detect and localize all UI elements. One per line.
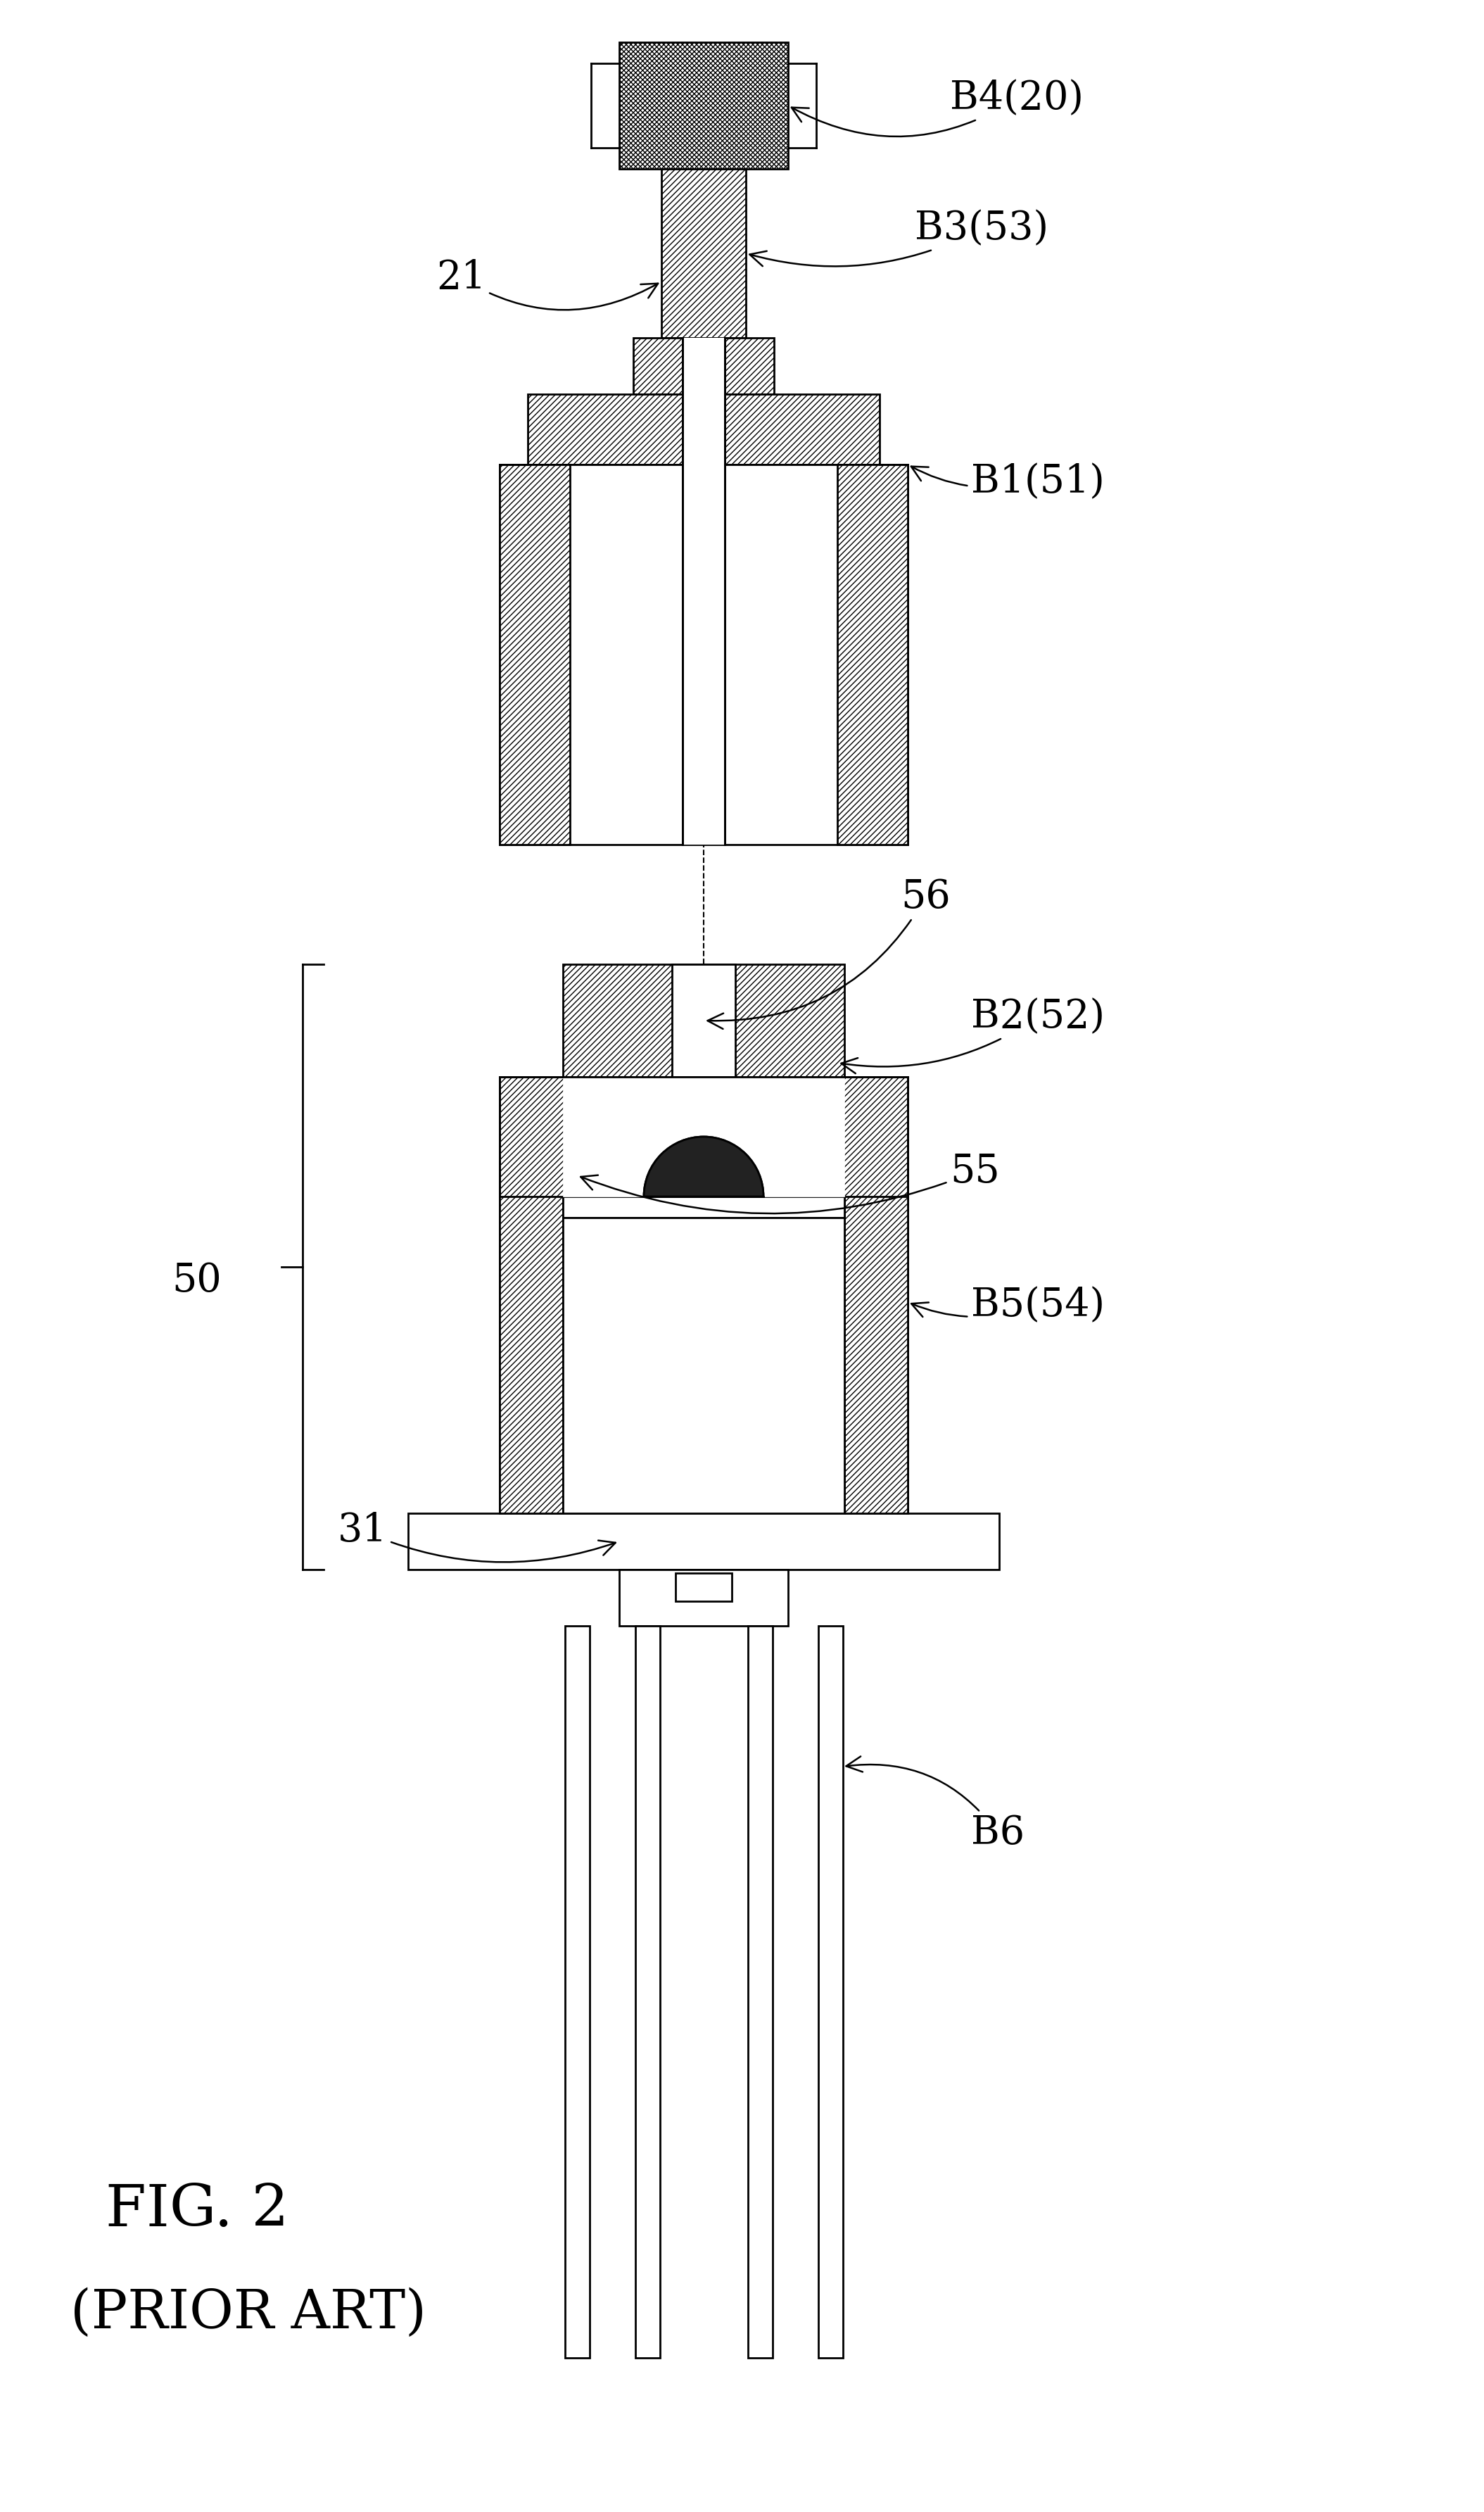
Bar	[619, 43, 788, 168]
Bar	[565, 1625, 589, 2359]
Bar	[500, 1078, 908, 1196]
Bar	[683, 337, 724, 844]
Text: B6: B6	[846, 1756, 1024, 1851]
Text: 21: 21	[436, 259, 657, 309]
Text: B1(51): B1(51)	[911, 462, 1104, 500]
Bar	[500, 1161, 908, 1512]
Text: 31: 31	[338, 1512, 616, 1562]
Bar	[619, 1570, 788, 1625]
Text: 50: 50	[172, 1261, 223, 1301]
Bar	[634, 337, 775, 394]
Bar	[662, 168, 746, 337]
Bar	[675, 1573, 732, 1600]
Wedge shape	[644, 1138, 763, 1196]
Text: 56: 56	[708, 877, 950, 1030]
Bar	[562, 1078, 844, 1196]
Bar	[500, 465, 908, 844]
Bar	[528, 394, 880, 465]
Bar	[635, 1625, 660, 2359]
Text: B2(52): B2(52)	[841, 997, 1104, 1073]
Bar	[562, 1161, 844, 1218]
Text: B4(20): B4(20)	[791, 78, 1083, 136]
Bar	[748, 1625, 773, 2359]
Text: (PRIOR ART): (PRIOR ART)	[70, 2288, 426, 2339]
Text: 55: 55	[580, 1153, 1000, 1213]
Bar	[500, 465, 570, 844]
Bar	[837, 465, 908, 844]
Wedge shape	[644, 1138, 763, 1196]
Bar	[844, 1161, 908, 1512]
Bar	[500, 1161, 562, 1512]
Bar	[672, 965, 735, 1078]
Text: B5(54): B5(54)	[911, 1286, 1104, 1324]
Text: B3(53): B3(53)	[749, 208, 1049, 266]
Bar	[562, 1218, 844, 1512]
Bar	[408, 1512, 999, 1570]
Bar	[562, 965, 844, 1161]
Bar	[818, 1625, 843, 2359]
Text: FIG. 2: FIG. 2	[105, 2183, 289, 2238]
